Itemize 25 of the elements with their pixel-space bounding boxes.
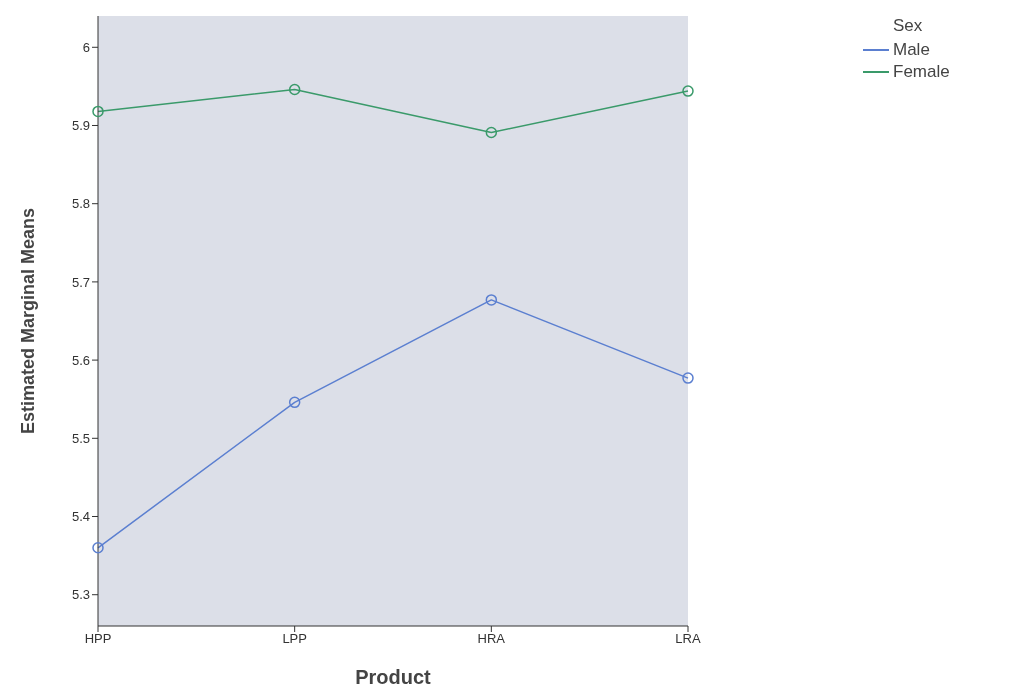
point (92, 105, 104, 118)
x-tick-label: HRA (477, 631, 506, 647)
x-tick-label: LRA (675, 631, 701, 647)
point (682, 372, 694, 384)
legend-title: Sex (893, 16, 924, 36)
legend-label: Male (893, 40, 930, 60)
y-tick-label: 5.5 (71, 430, 90, 446)
y-tick-label: 5.8 (71, 196, 90, 212)
legend-label: Female (893, 62, 950, 82)
y-tick-label: 5.9 (71, 118, 90, 134)
point (288, 396, 301, 409)
x-tick-label: HPP (84, 631, 112, 647)
y-axis-title: Estimated Marginal Means (18, 207, 39, 435)
y-tick-label: 5.3 (71, 587, 90, 603)
point (485, 294, 498, 306)
point (485, 126, 498, 139)
y-tick-label: 5.4 (71, 509, 90, 525)
x-axis-title: Product (355, 666, 432, 688)
y-tick-label: 5.6 (71, 352, 90, 368)
point (682, 85, 694, 97)
y-tick-label: 5.7 (71, 274, 90, 290)
point (92, 542, 104, 554)
point (288, 83, 301, 96)
x-tick-label: LPP (282, 631, 307, 647)
y-tick-label: 6 (82, 39, 90, 55)
